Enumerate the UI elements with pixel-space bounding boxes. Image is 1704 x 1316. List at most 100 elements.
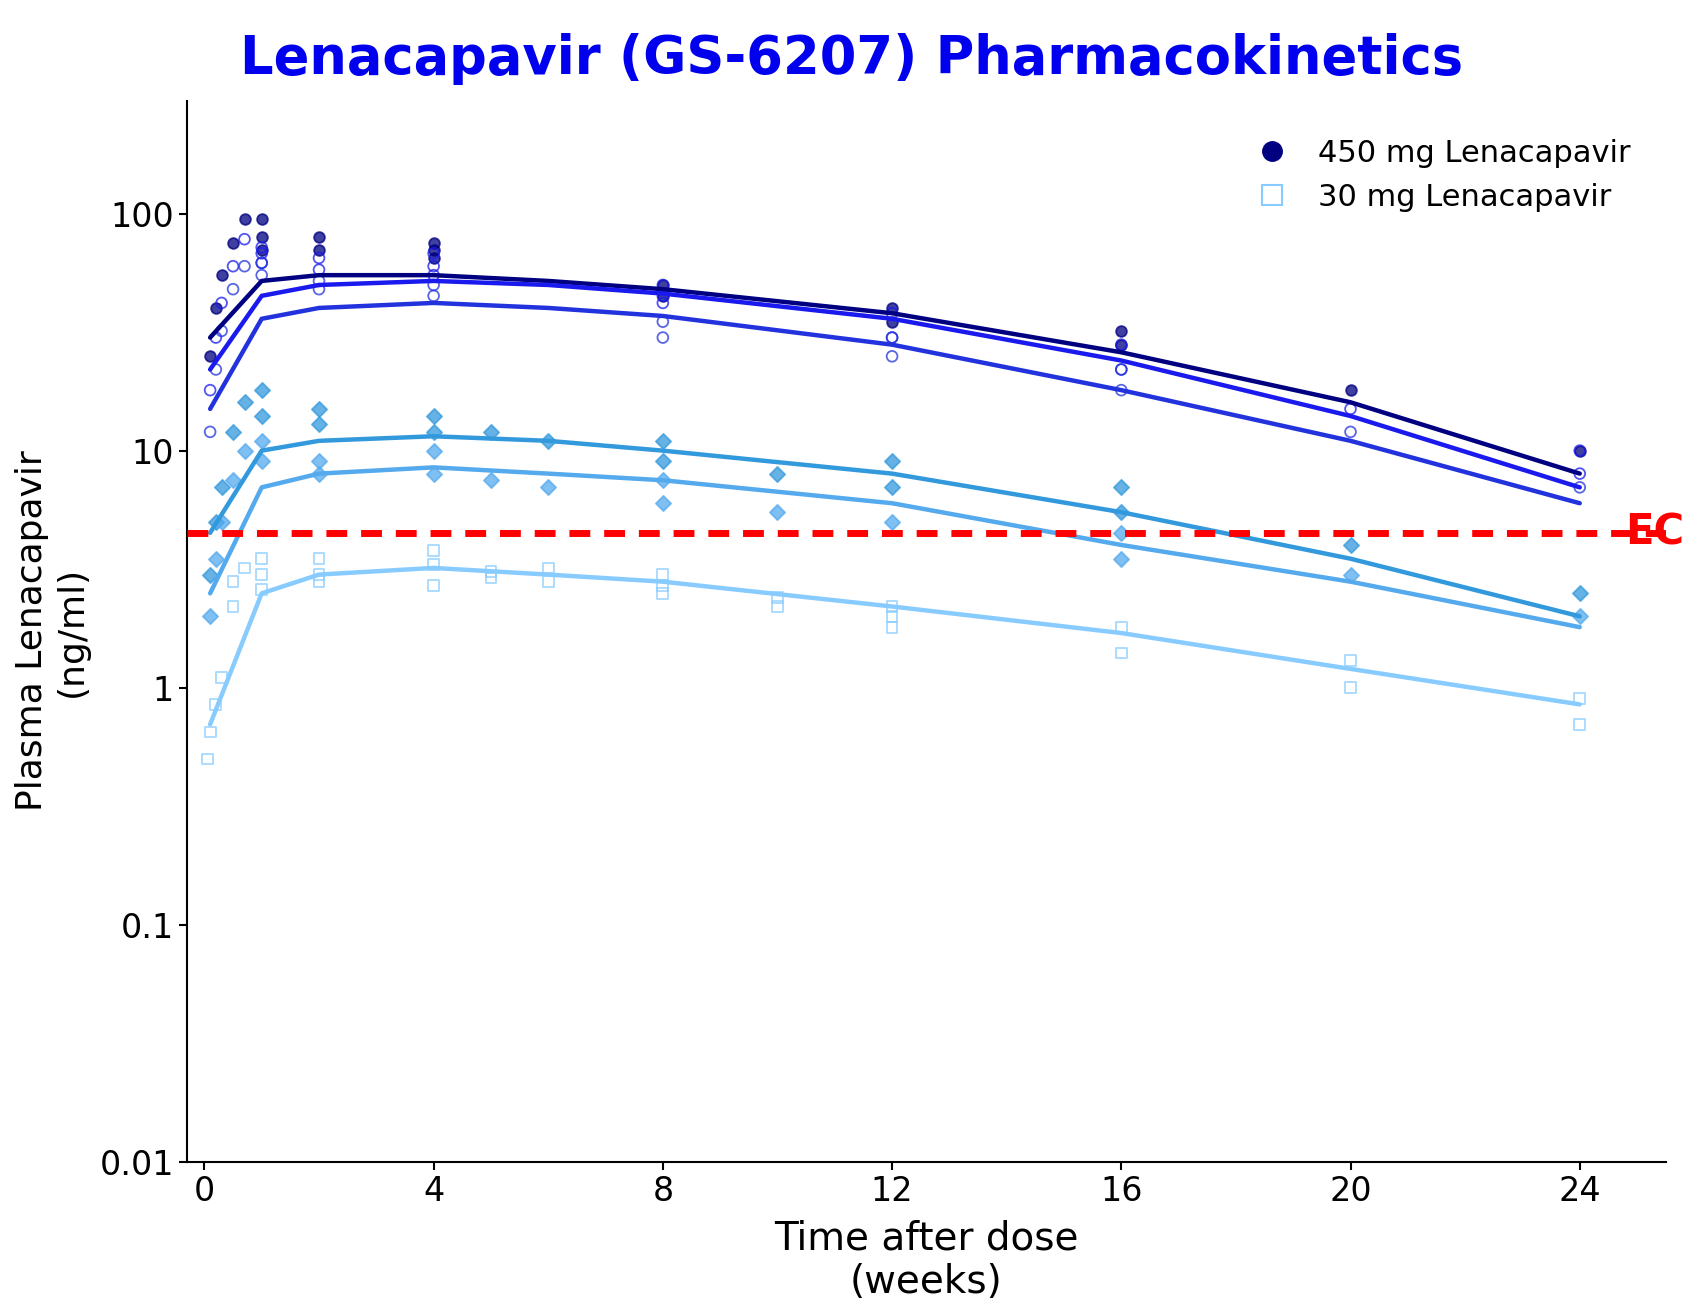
Point (419, 405, 446, 426)
Point (305, 549, 332, 570)
Point (196, 346, 223, 367)
Point (208, 292, 235, 313)
Point (305, 413, 332, 434)
Point (1338, 650, 1365, 671)
Point (249, 242, 276, 263)
Point (203, 512, 230, 533)
Point (879, 605, 907, 626)
Point (1108, 334, 1135, 355)
Point (419, 440, 446, 461)
Point (196, 605, 223, 626)
Point (220, 596, 247, 617)
Point (196, 421, 223, 442)
Point (1108, 549, 1135, 570)
Point (879, 303, 907, 324)
Point (419, 242, 446, 263)
Point (220, 233, 247, 254)
Point (1338, 421, 1365, 442)
Point (230, 208, 257, 229)
Point (1566, 440, 1593, 461)
Point (879, 297, 907, 318)
Point (1108, 379, 1135, 400)
Point (249, 579, 276, 600)
Point (220, 279, 247, 300)
Point (249, 253, 276, 274)
Point (419, 421, 446, 442)
Point (879, 617, 907, 638)
Text: EC: EC (1626, 512, 1685, 554)
Point (220, 421, 247, 442)
Point (649, 451, 676, 472)
Point (649, 583, 676, 604)
Point (477, 561, 504, 582)
Point (419, 275, 446, 296)
Point (419, 265, 446, 286)
Point (419, 247, 446, 268)
Point (1108, 617, 1135, 638)
Point (208, 476, 235, 497)
Point (535, 430, 562, 451)
Point (230, 392, 257, 413)
Point (249, 451, 276, 472)
Point (305, 463, 332, 484)
Point (649, 430, 676, 451)
Point (477, 470, 504, 491)
Point (879, 328, 907, 349)
Point (477, 567, 504, 588)
Point (203, 359, 230, 380)
Point (1108, 642, 1135, 663)
Point (535, 571, 562, 592)
Point (763, 596, 791, 617)
Point (879, 311, 907, 332)
Point (649, 286, 676, 307)
Point (249, 565, 276, 586)
Point (1566, 476, 1593, 497)
Point (649, 470, 676, 491)
Point (196, 721, 223, 742)
Point (1108, 501, 1135, 522)
Point (649, 275, 676, 296)
Point (419, 575, 446, 596)
Point (305, 247, 332, 268)
Point (419, 286, 446, 307)
Point (208, 512, 235, 533)
Point (305, 399, 332, 420)
Point (1108, 334, 1135, 355)
Point (230, 255, 257, 276)
Point (1566, 440, 1593, 461)
Point (1108, 476, 1135, 497)
Point (1338, 534, 1365, 555)
Point (249, 208, 276, 229)
Point (1566, 688, 1593, 709)
Point (649, 275, 676, 296)
Point (305, 565, 332, 586)
Point (220, 470, 247, 491)
Point (649, 492, 676, 513)
Point (305, 240, 332, 261)
Point (208, 265, 235, 286)
Point (305, 259, 332, 280)
Y-axis label: Plasma Lenacapavir
(ng/ml): Plasma Lenacapavir (ng/ml) (15, 451, 89, 812)
Point (305, 279, 332, 300)
Point (879, 451, 907, 472)
Point (535, 558, 562, 579)
Point (230, 440, 257, 461)
Point (1108, 359, 1135, 380)
Point (220, 571, 247, 592)
Point (649, 565, 676, 586)
Point (1338, 678, 1365, 699)
Point (649, 286, 676, 307)
Point (249, 430, 276, 451)
Point (419, 240, 446, 261)
Point (249, 240, 276, 261)
Point (879, 346, 907, 367)
Point (649, 328, 676, 349)
Text: Lenacapavir (GS-6207) Pharmacokinetics: Lenacapavir (GS-6207) Pharmacokinetics (240, 33, 1464, 86)
Point (879, 476, 907, 497)
Point (196, 565, 223, 586)
Point (1566, 463, 1593, 484)
Point (1108, 320, 1135, 341)
Point (649, 311, 676, 332)
Point (208, 320, 235, 341)
Point (196, 379, 223, 400)
